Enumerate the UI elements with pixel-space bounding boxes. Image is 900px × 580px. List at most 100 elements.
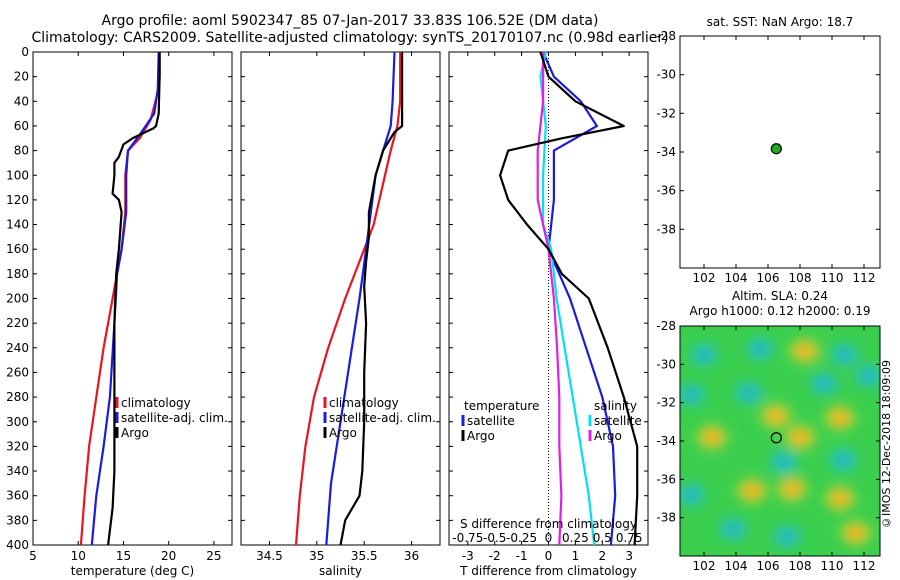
y-tick-label: -30: [656, 357, 676, 371]
sla-map-title-line-1: Altim. SLA: 0.24: [732, 289, 828, 303]
legend-label: satellite-adj. clim.: [121, 411, 228, 425]
depth-tick-label: 260: [6, 365, 29, 379]
heatmap-low-core: [697, 349, 711, 360]
legend-label: Argo: [594, 429, 622, 443]
x-tick-label: 2: [598, 549, 606, 563]
x-axis-label: temperature (deg C): [71, 564, 194, 578]
x-tick-label: 102: [693, 559, 716, 573]
map-panel-sla_map: 102 104 106 108 110 112 -38 -36 -34 -32 -30 -28 Alti…: [656, 289, 881, 573]
depth-tick-label: 20: [14, 70, 29, 84]
series-line-temperature-argo: [499, 51, 639, 546]
x-tick-label: 5: [29, 549, 37, 563]
top-tick-label: -0.75: [452, 531, 483, 545]
panel-frame: [32, 51, 233, 546]
depth-tick-label: 180: [6, 267, 29, 281]
legend-label: climatology: [329, 396, 399, 410]
heatmap-low-core: [817, 378, 831, 389]
legend-title: salinity: [594, 399, 637, 413]
profile-panel-salinity: 34.5 35 35.5 36 salinity climatologysatellite…: [240, 51, 441, 578]
legend-title: temperature: [464, 399, 539, 413]
series-line-argo: [107, 52, 161, 546]
heatmap-low-core: [725, 524, 740, 535]
depth-tick-label: 240: [6, 341, 29, 355]
heatmap-low-core: [684, 390, 699, 400]
x-tick-label: 15: [116, 549, 131, 563]
depth-tick-label: 100: [6, 168, 29, 182]
depth-tick-label: 220: [6, 316, 29, 330]
argo-location-marker: [770, 432, 782, 444]
top-tick-label: -0.5: [483, 531, 506, 545]
heatmap-high-core: [833, 413, 847, 423]
depth-tick-label: 280: [6, 390, 29, 404]
x-tick-label: 36: [404, 549, 419, 563]
y-tick-label: -28: [656, 319, 676, 333]
argo-location-marker: [770, 143, 782, 155]
x-tick-label: 110: [821, 271, 844, 285]
series-line-satellite-adj-clim-: [90, 51, 160, 546]
series-line-argo: [339, 52, 404, 546]
x-tick-label: 20: [161, 549, 176, 563]
top-tick-label: 0: [545, 531, 553, 545]
heatmap-high-core: [769, 411, 783, 422]
heatmap-high-core: [745, 485, 759, 496]
depth-tick-label: 120: [6, 193, 29, 207]
legend-label: Argo: [121, 426, 149, 440]
heatmap-low-core: [684, 489, 699, 500]
y-tick-label: -28: [656, 29, 676, 43]
top-tick-label: 0.25: [562, 531, 589, 545]
legend-label: Argo: [329, 426, 357, 440]
profile-panel-temperature: 5 10 15 20 25 temperature (deg C) climatologys…: [29, 51, 233, 578]
legend-label: satellite-adj. clim.: [329, 411, 436, 425]
legend-label: Argo: [467, 429, 495, 443]
x-tick-label: 34.5: [256, 549, 283, 563]
x-tick-label: -1: [516, 549, 528, 563]
depth-tick-label: 340: [6, 464, 29, 478]
x-tick-label: 104: [725, 271, 748, 285]
x-tick-label: 112: [853, 271, 876, 285]
x-tick-label: 25: [206, 549, 221, 563]
sla-map-title-line-2: Argo h1000: 0.12 h2000: 0.19: [690, 304, 871, 318]
profile-panel-differences: -3 -2 -1 0 1 2 3T difference from climatology S…: [448, 51, 649, 578]
depth-tick-label: 320: [6, 439, 29, 453]
heatmap-low-core: [741, 388, 756, 399]
depth-tick-label: 40: [14, 94, 29, 108]
heatmap-high-core: [785, 483, 799, 494]
heatmap-low-core: [837, 349, 852, 360]
x-tick-label: 106: [757, 271, 780, 285]
series-line-temperature-satellite: [539, 51, 596, 546]
panel-frame: [240, 51, 441, 546]
x-axis-label: T difference from climatology: [459, 564, 637, 578]
x-tick-label: 102: [693, 271, 716, 285]
y-tick-label: -36: [656, 184, 676, 198]
plot-title-line-2: Climatology: CARS2009. Satellite-adjuste…: [31, 30, 669, 46]
depth-tick-label: 380: [6, 513, 29, 527]
heatmap-high-core: [705, 432, 719, 443]
y-tick-label: -34: [656, 145, 676, 159]
x-tick-label: -3: [462, 549, 474, 563]
depth-tick-label: 80: [14, 144, 29, 158]
x-tick-label: -2: [489, 549, 501, 563]
x-tick-label: 35: [309, 549, 324, 563]
x-tick-label: 110: [821, 559, 844, 573]
y-tick-label: -38: [656, 511, 676, 525]
x-tick-label: 104: [725, 559, 748, 573]
plot-title-line-1: Argo profile: aoml 5902347_85 07-Jan-201…: [101, 13, 599, 29]
heatmap-high-core: [797, 345, 812, 356]
y-tick-label: -32: [656, 106, 676, 120]
depth-tick-label: 200: [6, 292, 29, 306]
heatmap-low-core: [753, 344, 767, 354]
depth-tick-label: 400: [6, 538, 29, 552]
y-tick-label: -36: [656, 472, 676, 486]
depth-tick-label: 0: [21, 45, 29, 59]
map-panel-sst_map: 102 104 106 108 110 112 -38 -36 -34 -32 -30 -28 sat.…: [656, 15, 881, 285]
heatmap-high-core: [849, 528, 863, 538]
x-tick-label: 108: [789, 271, 812, 285]
x-tick-label: 106: [757, 559, 780, 573]
imos-watermark: ©IMOS 12-Dec-2018 18:09:09: [880, 360, 893, 529]
legend-label: satellite: [594, 414, 642, 428]
legend-label: satellite: [467, 414, 515, 428]
heatmap-high-core: [833, 493, 847, 504]
heatmap-low-core: [861, 370, 876, 381]
depth-tick-label: 60: [14, 119, 29, 133]
